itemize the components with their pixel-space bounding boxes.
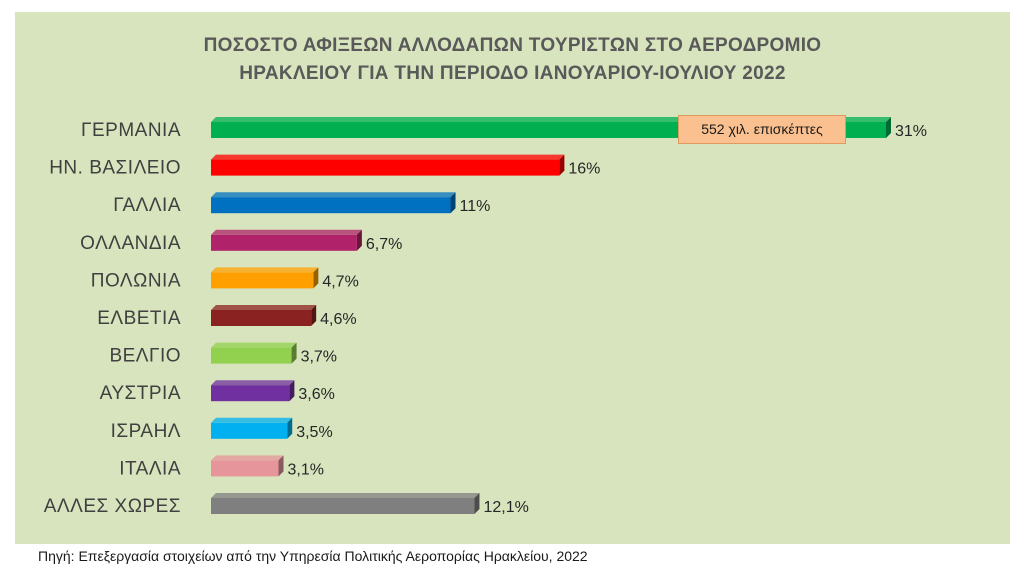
bar [211,417,293,439]
bars-layer: ΓΕΡΜΑΝΙΑ 31% ΗΝ. ΒΑΣΙΛΕΙΟ 16% ΓΑΛΛΙΑ 11% ΟΛΛΑΝ… [44,117,927,517]
data-label: 4,6% [320,311,356,328]
bar [211,305,317,326]
category-label: ΟΛΛΑΝΔΙΑ [80,233,181,254]
data-label: 3,6% [298,386,334,403]
source-note: Πηγή: Επεξεργασία στοιχείων από την Υπηρ… [38,548,588,564]
category-label: ΠΟΛΩΝΙΑ [91,270,181,291]
bar [211,154,565,176]
data-label: 3,1% [288,461,324,478]
data-label: 31% [895,123,927,140]
bar [211,493,480,514]
chart-title-line-1: ΠΟΣΟΣΤΟ ΑΦΙΞΕΩΝ ΑΛΛΟΔΑΠΩΝ ΤΟΥΡΙΣΤΩΝ ΣΤΟ … [203,35,822,56]
category-label: ΗΝ. ΒΑΣΙΛΕΙΟ [49,158,181,179]
data-label: 6,7% [366,236,402,253]
bar [211,192,456,214]
bar [211,342,297,364]
bar [211,267,319,289]
category-label: ΓΑΛΛΙΑ [113,195,181,216]
category-label: ΒΕΛΓΙΟ [109,346,181,367]
chart-title: ΠΟΣΟΣΤΟ ΑΦΙΞΕΩΝ ΑΛΛΟΔΑΠΩΝ ΤΟΥΡΙΣΤΩΝ ΣΤΟ … [15,32,1010,88]
data-label: 12,1% [483,499,528,516]
data-label: 11% [460,198,491,215]
category-label: ΑΥΣΤΡΙΑ [100,383,181,404]
annotation-callout: 552 χιλ. επισκέπτες [678,115,846,144]
data-label: 4,7% [322,273,358,290]
data-label: 16% [568,161,600,178]
data-label: 3,7% [301,349,337,366]
chart-panel [15,12,1010,544]
category-label: ΑΛΛΕΣ ΧΩΡΕΣ [44,496,181,517]
data-label: 3,5% [296,424,332,441]
category-label: ΙΣΡΑΗΛ [111,421,181,442]
bar [211,380,295,402]
chart-title-line-2: ΗΡΑΚΛΕΙΟΥ ΓΙΑ ΤΗΝ ΠΕΡΙΟΔΟ ΙΑΝΟΥΑΡΙΟΥ-ΙΟΥ… [239,63,786,84]
category-label: ΓΕΡΜΑΝΙΑ [81,120,181,141]
bar [211,229,362,251]
bar [211,455,284,477]
category-label: ΕΛΒΕΤΙΑ [97,308,181,329]
category-label: ΙΤΑΛΙΑ [119,458,181,479]
